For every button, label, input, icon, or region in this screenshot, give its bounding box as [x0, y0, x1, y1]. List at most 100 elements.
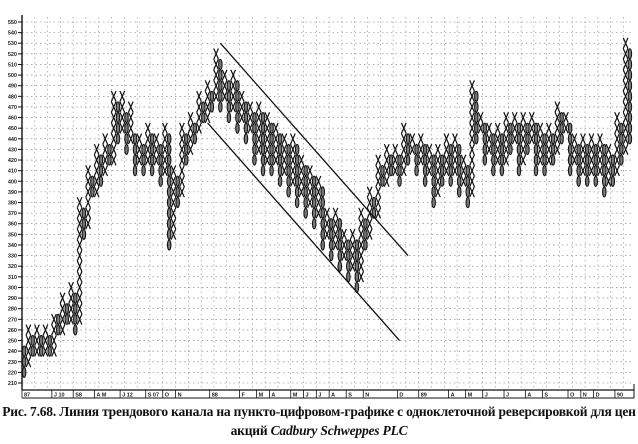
y-tick-label: 540 [8, 31, 17, 37]
o-box [47, 345, 52, 357]
x-box [170, 165, 177, 177]
o-box [610, 154, 616, 166]
x-box [571, 143, 578, 155]
x-stroke [494, 122, 501, 134]
x-box [187, 143, 194, 155]
x-tick-label: S8 [75, 393, 82, 399]
x-stroke [213, 58, 219, 71]
x-box [324, 218, 330, 230]
x-stroke [204, 112, 211, 124]
o-box [593, 143, 599, 156]
x-column [119, 90, 126, 134]
x-tick-label: S [544, 393, 548, 399]
o-box [124, 143, 129, 156]
x-box [204, 90, 211, 102]
x-stroke [221, 69, 228, 81]
x-stroke [435, 175, 441, 187]
x-stroke [469, 175, 475, 187]
x-stroke [247, 122, 254, 134]
y-tick-label: 530 [8, 41, 17, 47]
o-box [294, 175, 300, 187]
o-box [158, 143, 163, 156]
x-box [469, 165, 475, 177]
x-box [102, 143, 109, 155]
x-box [272, 122, 279, 134]
x-column [264, 112, 271, 166]
x-box [503, 154, 510, 166]
x-stroke [238, 101, 245, 113]
x-stroke [588, 133, 595, 145]
x-column [537, 122, 544, 166]
x-box [68, 303, 74, 315]
x-box [400, 133, 407, 145]
o-box [243, 122, 249, 134]
x-box [443, 133, 450, 145]
x-stroke [85, 196, 92, 209]
o-box [260, 133, 266, 145]
o-box [354, 271, 360, 283]
x-stroke [144, 143, 151, 155]
o-column [303, 165, 308, 219]
o-box [226, 80, 232, 92]
x-stroke [469, 122, 475, 134]
o-box [542, 165, 547, 177]
x-stroke [520, 112, 527, 124]
x-box [196, 122, 202, 134]
x-box [221, 69, 228, 81]
x-box [264, 154, 271, 166]
o-box [320, 186, 325, 198]
x-box [597, 133, 603, 145]
x-stroke [460, 175, 467, 187]
o-box [81, 218, 87, 230]
x-box [187, 133, 194, 145]
x-stroke [230, 80, 237, 92]
y-tick-label: 390 [8, 190, 17, 196]
x-stroke [545, 122, 552, 134]
y-tick-label: 430 [8, 147, 17, 153]
o-box [252, 122, 257, 134]
o-box [166, 186, 172, 198]
x-box [614, 112, 620, 124]
x-column [554, 101, 561, 155]
o-box [508, 143, 513, 156]
x-stroke [341, 250, 347, 262]
o-box [260, 111, 266, 124]
x-stroke [622, 143, 629, 155]
x-stroke [528, 133, 535, 145]
o-box [21, 345, 27, 357]
x-stroke [469, 133, 475, 145]
x-stroke [110, 133, 117, 145]
x-stroke [298, 165, 305, 177]
x-box [358, 250, 365, 262]
y-tick-label: 380 [8, 201, 17, 207]
x-stroke [341, 228, 347, 240]
x-box [59, 303, 66, 315]
x-stroke [187, 143, 194, 155]
x-stroke [622, 69, 629, 81]
x-tick-label: J 12 [122, 393, 133, 399]
o-column [192, 122, 198, 145]
x-stroke [144, 133, 151, 145]
x-stroke [622, 58, 629, 71]
x-stroke [144, 154, 151, 166]
x-box [76, 292, 83, 304]
o-box [627, 133, 633, 145]
o-box [107, 154, 112, 166]
x-box [170, 175, 177, 187]
o-box [286, 154, 291, 166]
x-stroke [255, 101, 262, 113]
o-column [448, 143, 453, 187]
x-box [110, 133, 117, 145]
x-stroke [537, 154, 544, 166]
o-column [286, 143, 291, 198]
o-box [474, 133, 479, 145]
x-box [76, 260, 83, 272]
x-stroke [580, 165, 586, 177]
x-box [281, 143, 288, 155]
x-box [230, 80, 237, 92]
o-box [149, 165, 155, 177]
x-box [264, 133, 271, 145]
o-box [448, 165, 453, 177]
x-stroke [324, 228, 330, 240]
x-box [417, 133, 424, 145]
